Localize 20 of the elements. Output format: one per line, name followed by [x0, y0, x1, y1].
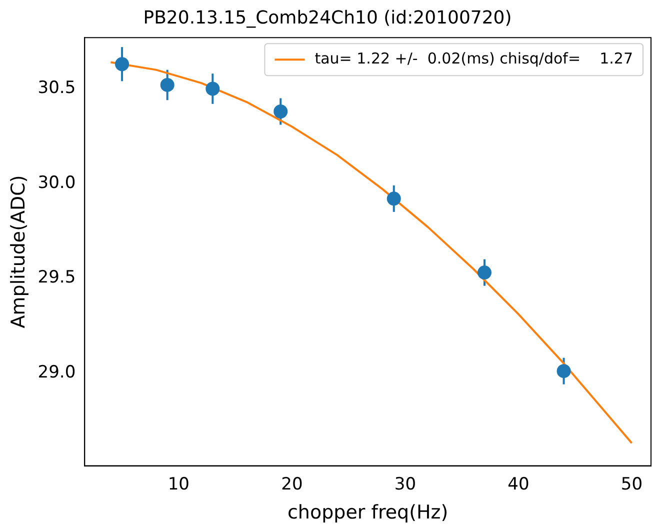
- y-tick-label: 30.5: [38, 78, 76, 98]
- y-axis-title: Amplitude(ADC): [7, 175, 30, 328]
- x-tick-label: 30: [394, 474, 416, 494]
- point: [386, 192, 401, 206]
- point: [115, 57, 130, 72]
- x-axis-title: chopper freq(Hz): [287, 502, 448, 524]
- point: [160, 78, 174, 92]
- point: [206, 82, 220, 96]
- point: [556, 364, 571, 378]
- x-tick-label: 20: [281, 474, 303, 494]
- legend-label: tau= 1.22 +/- 0.02(ms) chisq/dof= 1.27: [314, 49, 633, 68]
- point: [274, 104, 288, 118]
- y-tick-label: 29.0: [38, 362, 76, 382]
- x-tick-label: 10: [168, 474, 190, 494]
- x-tick-label: 40: [508, 474, 530, 494]
- chart-title: PB20.13.15_Comb24Ch10 (id:20100720): [143, 7, 512, 28]
- y-tick-label: 30.0: [38, 172, 76, 193]
- y-tick-label: 29.5: [38, 268, 76, 288]
- x-tick-label: 50: [620, 474, 643, 494]
- point: [477, 266, 492, 280]
